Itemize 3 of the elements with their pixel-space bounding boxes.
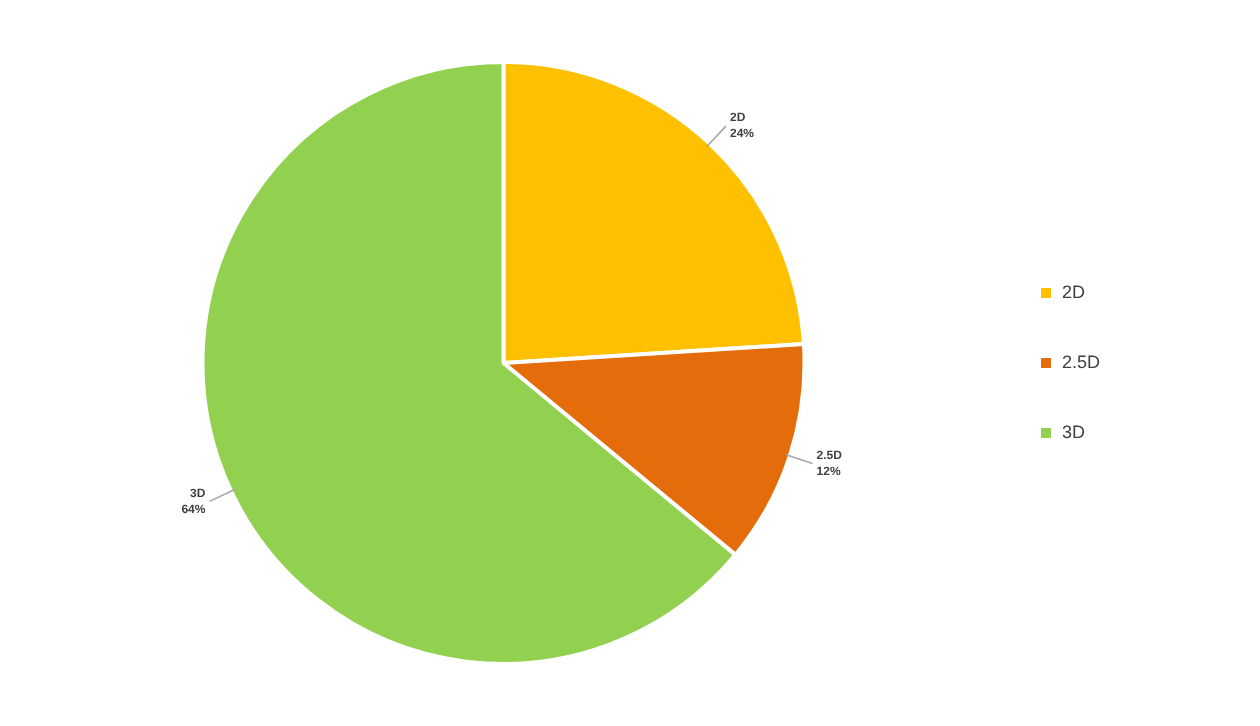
legend-label: 2D [1061, 281, 1086, 302]
legend-label: 3D [1061, 421, 1086, 442]
legend-label: 2.5D [1061, 351, 1101, 372]
